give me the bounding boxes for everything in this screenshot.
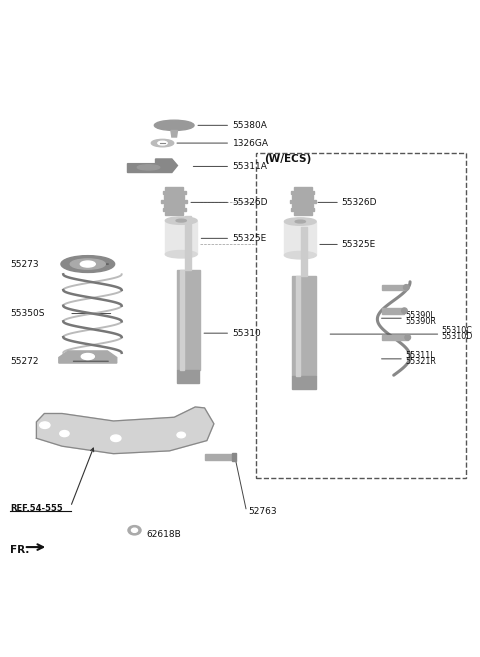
Ellipse shape — [132, 528, 138, 532]
Ellipse shape — [137, 165, 160, 170]
Text: 55311L: 55311L — [406, 351, 435, 360]
Bar — [177, 270, 200, 371]
Text: 55321R: 55321R — [406, 357, 436, 366]
Text: 55326D: 55326D — [233, 198, 268, 207]
Ellipse shape — [295, 220, 305, 223]
Bar — [163, 208, 186, 212]
Bar — [232, 453, 236, 461]
Bar — [164, 195, 184, 198]
Text: 55310C: 55310C — [442, 327, 473, 335]
Bar — [294, 187, 312, 191]
Bar — [165, 187, 183, 191]
Bar — [204, 454, 235, 460]
Ellipse shape — [80, 261, 95, 267]
Bar — [382, 334, 408, 340]
Bar — [382, 308, 405, 313]
Text: 62618B: 62618B — [146, 530, 181, 539]
Bar — [161, 200, 187, 203]
Text: 52763: 52763 — [248, 507, 276, 516]
Ellipse shape — [158, 141, 167, 145]
Ellipse shape — [165, 217, 197, 224]
Bar — [296, 276, 300, 376]
Bar — [165, 221, 197, 254]
Ellipse shape — [128, 526, 141, 535]
Text: 55273: 55273 — [11, 260, 39, 269]
Ellipse shape — [285, 218, 316, 225]
Bar — [163, 191, 186, 194]
Text: 55272: 55272 — [11, 357, 39, 366]
Bar — [292, 276, 316, 376]
Polygon shape — [171, 131, 178, 137]
Ellipse shape — [405, 334, 410, 340]
Bar — [285, 221, 316, 255]
Ellipse shape — [176, 219, 186, 222]
Polygon shape — [128, 159, 178, 173]
Text: (W/ECS): (W/ECS) — [264, 154, 311, 164]
Polygon shape — [59, 351, 117, 363]
Ellipse shape — [285, 252, 316, 259]
Ellipse shape — [402, 308, 407, 313]
Bar — [291, 191, 314, 194]
Bar — [180, 270, 184, 371]
Bar — [292, 195, 313, 198]
Bar — [382, 284, 407, 290]
Text: 55390R: 55390R — [406, 317, 436, 326]
Bar — [164, 204, 184, 207]
Text: 55310: 55310 — [233, 328, 261, 338]
Text: 55325E: 55325E — [233, 234, 267, 243]
Text: 55350S: 55350S — [11, 309, 45, 318]
Ellipse shape — [70, 259, 105, 269]
Ellipse shape — [155, 120, 194, 131]
Bar — [177, 371, 199, 384]
Text: FR.: FR. — [10, 545, 29, 555]
Bar — [292, 376, 316, 388]
Polygon shape — [36, 407, 214, 454]
Ellipse shape — [111, 435, 121, 442]
Text: 55325E: 55325E — [341, 240, 376, 249]
Ellipse shape — [81, 353, 95, 359]
Text: 55310D: 55310D — [442, 332, 473, 342]
Text: 55311A: 55311A — [233, 162, 267, 171]
Text: 1326GA: 1326GA — [233, 139, 269, 148]
Bar — [301, 227, 307, 276]
Bar — [165, 212, 183, 215]
Ellipse shape — [40, 422, 50, 428]
Bar — [185, 216, 192, 270]
Text: REF.54-555: REF.54-555 — [10, 504, 62, 513]
Bar — [292, 204, 313, 207]
Text: 55326D: 55326D — [341, 198, 377, 207]
Ellipse shape — [404, 284, 409, 290]
Bar — [294, 212, 312, 215]
Bar — [291, 208, 314, 212]
Ellipse shape — [61, 256, 115, 273]
Text: 55390L: 55390L — [406, 311, 435, 320]
Ellipse shape — [177, 432, 185, 438]
Ellipse shape — [165, 250, 197, 258]
Ellipse shape — [151, 139, 174, 147]
Text: 55380A: 55380A — [233, 121, 267, 130]
Bar — [289, 200, 316, 203]
Ellipse shape — [60, 430, 69, 437]
